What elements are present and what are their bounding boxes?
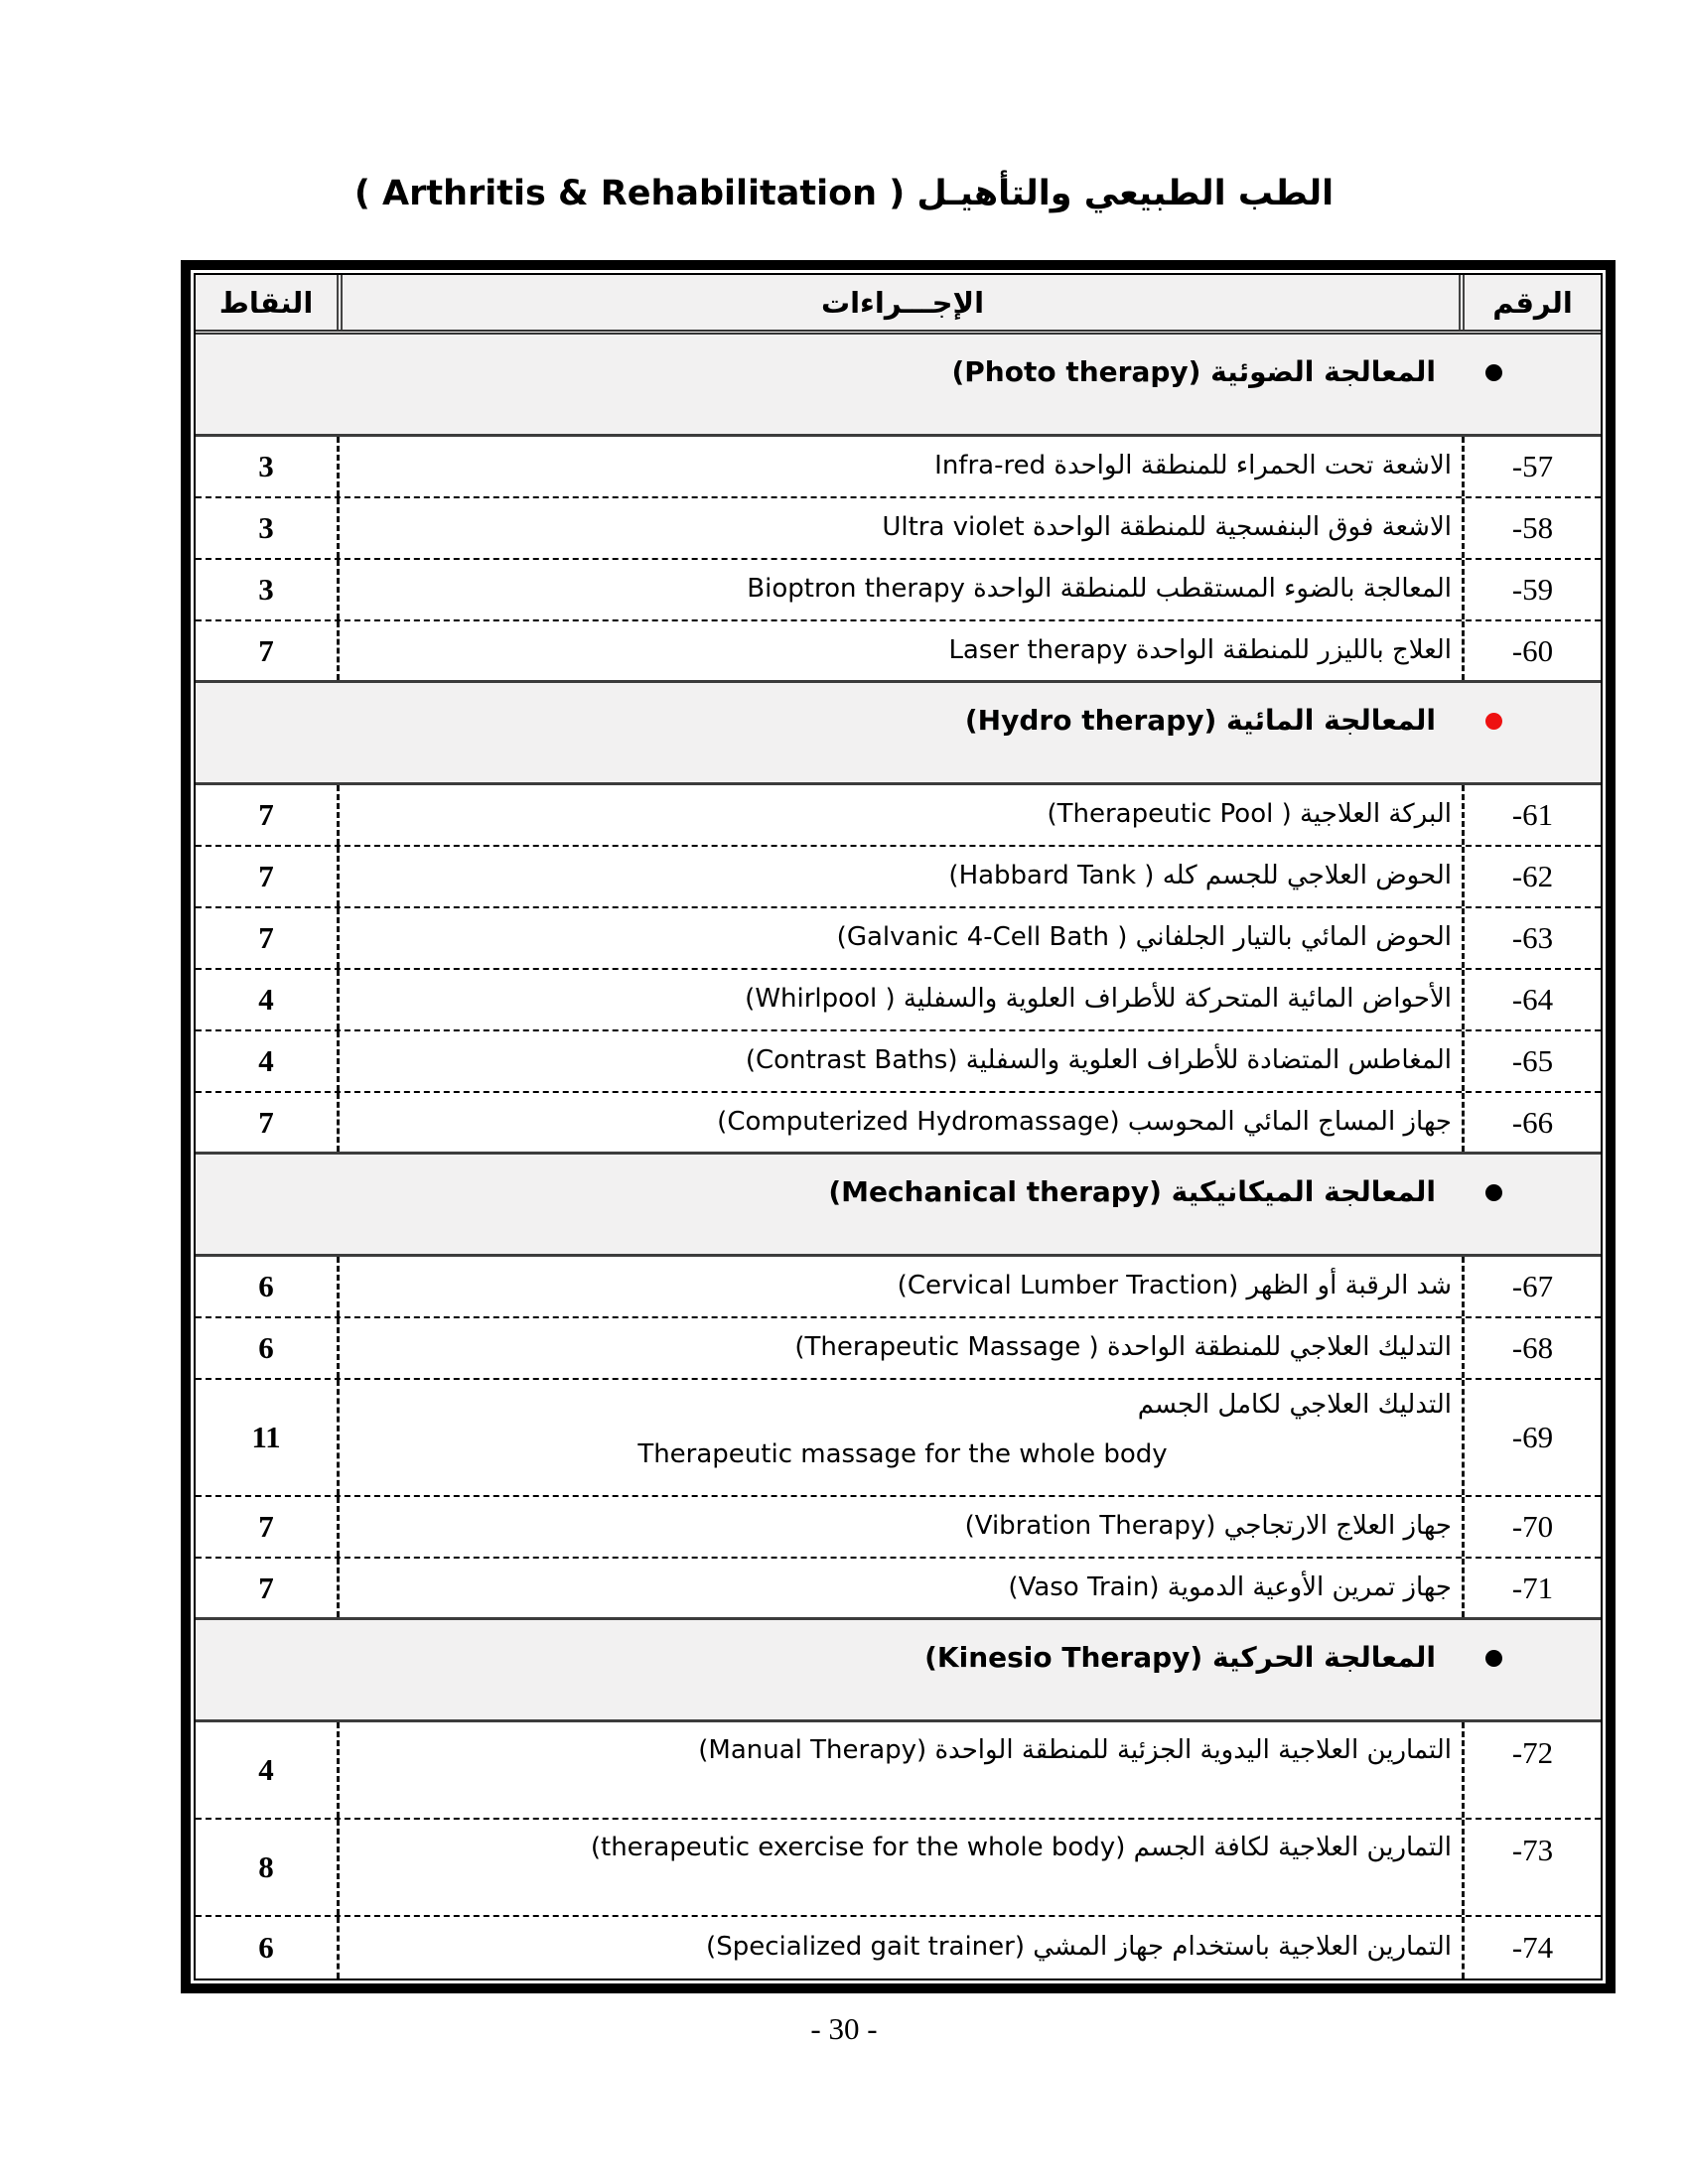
row-number: 61- xyxy=(1511,797,1554,832)
procedure-text: البركة العلاجية ( Therapeutic Pool) xyxy=(1047,799,1452,830)
table-row-64: 4 الأحواض المائية المتحركة للأطراف العلو… xyxy=(196,970,1601,1031)
row-number: 59- xyxy=(1511,572,1554,607)
points-value: 8 xyxy=(258,1849,274,1884)
points-value: 7 xyxy=(258,797,274,832)
row-number: 74- xyxy=(1511,1930,1554,1965)
points-value: 3 xyxy=(258,510,274,545)
points-value: 7 xyxy=(258,632,274,668)
row-number: 71- xyxy=(1511,1570,1554,1605)
points-value: 6 xyxy=(258,1330,274,1365)
procedure-text: الاشعة تحت الحمراء للمنطقة الواحدة Infra… xyxy=(934,451,1452,481)
points-value: 7 xyxy=(258,859,274,893)
procedure-text: التمارين العلاجية لكافة الجسم (therapeut… xyxy=(590,1833,1452,1862)
points-value: 7 xyxy=(258,1570,274,1605)
procedure-text: الحوض العلاجي للجسم كله ( Habbard Tank) xyxy=(948,861,1452,891)
procedure-text: المغاطس المتضادة للأطراف العلوية والسفلي… xyxy=(745,1045,1452,1076)
table-row-63: 7 الحوض المائي بالتيار الجلفاني ( Galvan… xyxy=(196,908,1601,970)
points-value: 7 xyxy=(258,920,274,955)
procedure-text: التدليك العلاجي للمنطقة الواحدة ( Therap… xyxy=(794,1332,1452,1363)
table-row-74: 6 التمارين العلاجية باستخدام جهاز المشي … xyxy=(196,1917,1601,1979)
bullet-icon xyxy=(1485,713,1502,730)
procedure-text-arabic: التدليك العلاجي لكامل الجسم xyxy=(1137,1390,1452,1420)
row-number: 62- xyxy=(1511,859,1554,893)
procedure-text: العلاج بالليزر للمنطقة الواحدة Laser the… xyxy=(948,634,1452,665)
row-number: 64- xyxy=(1511,982,1554,1017)
procedure-text: جهاز المساج المائي المحوسب (Computerized… xyxy=(717,1106,1452,1137)
table-row-69: 11 التدليك العلاجي لكامل الجسم Therapeut… xyxy=(196,1380,1601,1497)
bullet-icon xyxy=(1485,1184,1502,1201)
points-value: 11 xyxy=(251,1420,281,1454)
bullet-icon xyxy=(1485,1650,1502,1667)
header-number: الرقم xyxy=(1492,285,1573,320)
procedure-text: الاشعة فوق البنفسجية للمنطقة الواحدة Ult… xyxy=(882,512,1452,543)
table-row-68: 6 التدليك العلاجي للمنطقة الواحدة ( Ther… xyxy=(196,1318,1601,1380)
row-number: 60- xyxy=(1511,632,1554,668)
table-row-67: 6 شد الرقبة أو الظهر (Cervical Lumber Tr… xyxy=(196,1257,1601,1318)
page-number: - 30 - xyxy=(810,2011,878,2046)
table-row-65: 4 المغاطس المتضادة للأطراف العلوية والسف… xyxy=(196,1031,1601,1093)
procedure-text: جهاز تمرين الأوعية الدموية (Vaso Train) xyxy=(1008,1571,1452,1602)
procedure-text: الحوض المائي بالتيار الجلفاني ( Galvanic… xyxy=(836,922,1452,953)
header-points: النقاط xyxy=(218,285,314,320)
points-value: 4 xyxy=(258,1752,274,1787)
section-label: المعالجة الحركية (Kinesio Therapy) xyxy=(924,1641,1436,1674)
points-value: 7 xyxy=(258,1509,274,1544)
table-row-70: 7 جهاز العلاج الارتجاجي (Vibration Thera… xyxy=(196,1497,1601,1559)
points-value: 3 xyxy=(258,572,274,607)
procedure-text-english: Therapeutic massage for the whole body xyxy=(637,1438,1168,1469)
table-header-row: النقاط الإجـــراءات الرقم xyxy=(196,275,1601,335)
section-row-mechanical-therapy: المعالجة الميكانيكية (Mechanical therapy… xyxy=(196,1155,1601,1257)
row-number: 69- xyxy=(1511,1420,1554,1454)
section-label: المعالجة المائية (Hydro therapy) xyxy=(964,704,1436,737)
procedure-text: الأحواض المائية المتحركة للأطراف العلوية… xyxy=(745,984,1452,1015)
section-label: المعالجة الميكانيكية (Mechanical therapy… xyxy=(828,1175,1436,1208)
row-number: 70- xyxy=(1511,1509,1554,1544)
row-number: 66- xyxy=(1511,1104,1554,1140)
row-number: 57- xyxy=(1511,449,1554,483)
table-row-71: 7 جهاز تمرين الأوعية الدموية (Vaso Train… xyxy=(196,1559,1601,1620)
procedures-table: النقاط الإجـــراءات الرقم المعالجة الضوئ… xyxy=(181,260,1616,1993)
table-row-61: 7 البركة العلاجية ( Therapeutic Pool) 61… xyxy=(196,785,1601,847)
points-value: 4 xyxy=(258,1043,274,1078)
table-row-66: 7 جهاز المساج المائي المحوسب (Computeriz… xyxy=(196,1093,1601,1155)
section-row-kinesio-therapy: المعالجة الحركية (Kinesio Therapy) xyxy=(196,1620,1601,1722)
bullet-icon xyxy=(1485,364,1502,381)
procedure-text: شد الرقبة أو الظهر (Cervical Lumber Trac… xyxy=(897,1271,1452,1301)
row-number: 58- xyxy=(1511,510,1554,545)
procedure-text: التمارين العلاجية باستخدام جهاز المشي (S… xyxy=(706,1932,1452,1963)
points-value: 7 xyxy=(258,1104,274,1140)
row-number: 67- xyxy=(1511,1269,1554,1303)
points-value: 6 xyxy=(258,1269,274,1303)
section-row-photo-therapy: المعالجة الضوئية (Photo therapy) xyxy=(196,335,1601,437)
procedure-text: جهاز العلاج الارتجاجي (Vibration Therapy… xyxy=(964,1511,1452,1542)
points-value: 6 xyxy=(258,1930,274,1965)
section-row-hydro-therapy: المعالجة المائية (Hydro therapy) xyxy=(196,683,1601,785)
points-value: 4 xyxy=(258,982,274,1017)
page-title: الطب الطبيعي والتأهيـل ( Arthritis & Reh… xyxy=(353,174,1335,213)
procedure-text: التمارين العلاجية اليدوية الجزئية للمنطق… xyxy=(698,1735,1452,1765)
row-number: 72- xyxy=(1511,1735,1554,1770)
table-row-73: 8 التمارين العلاجية لكافة الجسم (therape… xyxy=(196,1820,1601,1917)
section-label: المعالجة الضوئية (Photo therapy) xyxy=(951,355,1436,388)
points-value: 3 xyxy=(258,449,274,483)
row-number: 63- xyxy=(1511,920,1554,955)
table-row-59: 3 المعالجة بالضوء المستقطب للمنطقة الواح… xyxy=(196,560,1601,621)
header-procedures: الإجـــراءات xyxy=(337,275,1465,330)
table-row-72: 4 التمارين العلاجية اليدوية الجزئية للمن… xyxy=(196,1722,1601,1820)
table-row-62: 7 الحوض العلاجي للجسم كله ( Habbard Tank… xyxy=(196,847,1601,908)
table-row-60: 7 العلاج بالليزر للمنطقة الواحدة Laser t… xyxy=(196,621,1601,683)
procedure-text: المعالجة بالضوء المستقطب للمنطقة الواحدة… xyxy=(747,574,1452,605)
row-number: 65- xyxy=(1511,1043,1554,1078)
row-number: 73- xyxy=(1511,1833,1554,1867)
table-row-57: 3 الاشعة تحت الحمراء للمنطقة الواحدة Inf… xyxy=(196,437,1601,498)
table-row-58: 3 الاشعة فوق البنفسجية للمنطقة الواحدة U… xyxy=(196,498,1601,560)
row-number: 68- xyxy=(1511,1330,1554,1365)
